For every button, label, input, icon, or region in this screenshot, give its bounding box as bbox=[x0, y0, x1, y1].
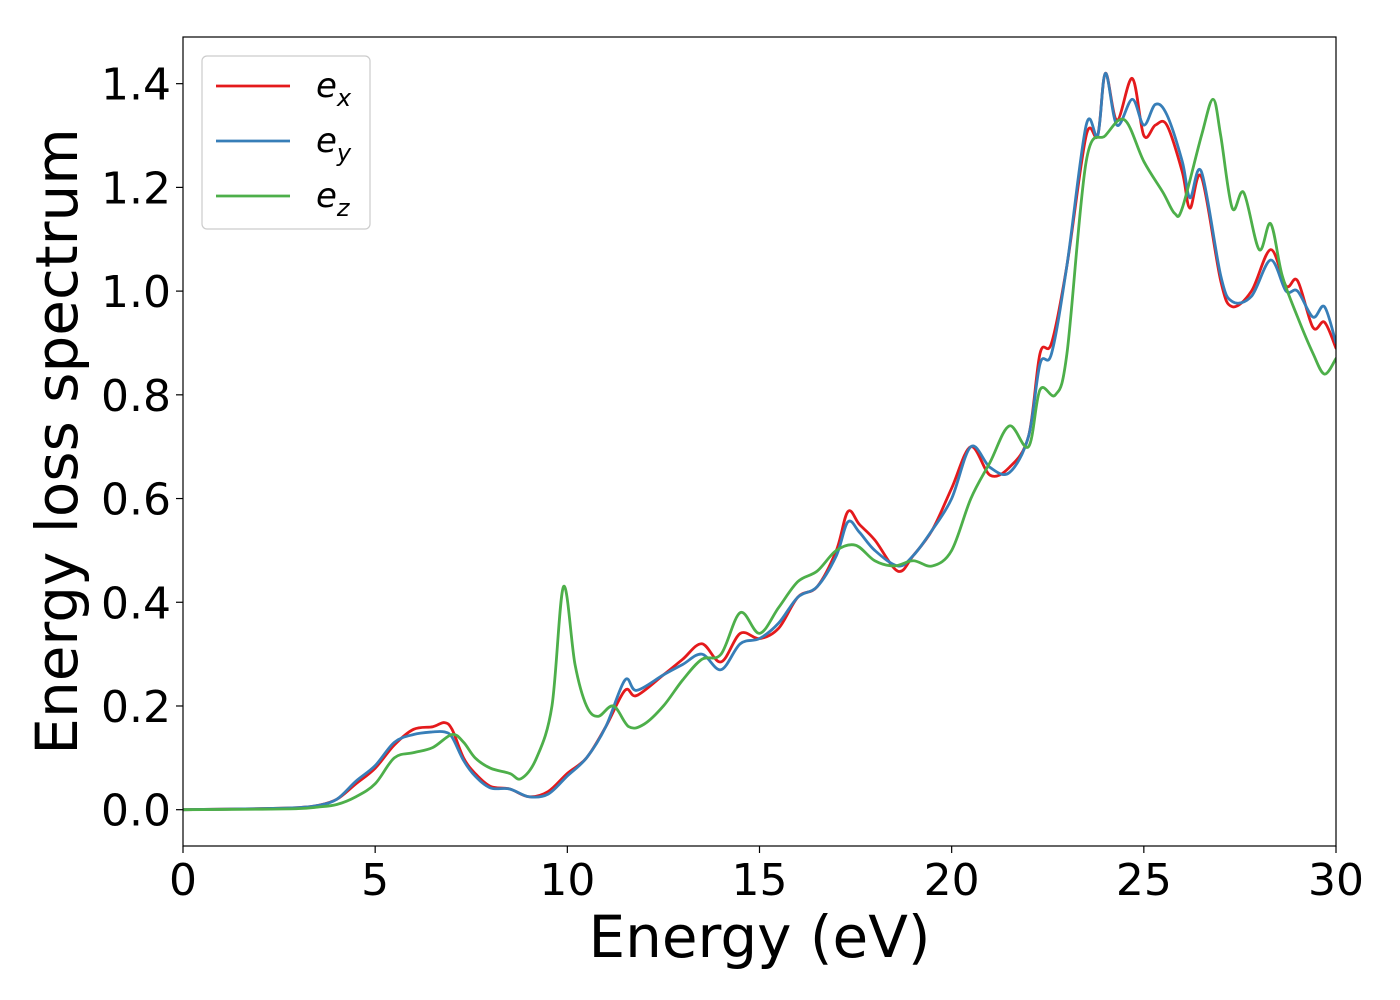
series-layer bbox=[183, 71, 1336, 812]
series-line-x bbox=[183, 71, 1336, 812]
y-tick-label: 0.6 bbox=[101, 475, 171, 526]
y-tick-label: 0.0 bbox=[101, 786, 171, 837]
x-tick-label: 15 bbox=[732, 855, 788, 906]
y-axis-title: Energy loss spectrum bbox=[23, 128, 91, 754]
y-tick-label: 0.8 bbox=[101, 371, 171, 422]
x-tick-label: 5 bbox=[361, 855, 389, 906]
y-axis: 0.0 0.2 0.4 0.6 0.8 1.0 1.2 1.4 bbox=[101, 60, 183, 837]
legend: ex ey ez bbox=[201, 55, 371, 230]
x-tick-label: 25 bbox=[1116, 855, 1172, 906]
y-tick-label: 0.2 bbox=[101, 682, 171, 733]
x-tick-label: 10 bbox=[539, 855, 595, 906]
legend-label: ex bbox=[316, 66, 352, 112]
x-axis-title: Energy (eV) bbox=[588, 903, 930, 971]
x-tick-label: 30 bbox=[1308, 855, 1364, 906]
series-line-y bbox=[183, 71, 1336, 812]
legend-label: ez bbox=[316, 176, 351, 222]
legend-box bbox=[201, 55, 371, 230]
series-line-z bbox=[183, 97, 1336, 812]
y-tick-label: 1.2 bbox=[101, 163, 171, 214]
x-tick-label: 0 bbox=[169, 855, 197, 906]
y-tick-label: 0.4 bbox=[101, 578, 171, 629]
legend-item-y: ey bbox=[216, 121, 352, 167]
y-tick-label: 1.0 bbox=[101, 267, 171, 318]
x-axis: 0 5 10 15 20 25 30 bbox=[169, 846, 1364, 906]
legend-item-z: ez bbox=[216, 176, 351, 222]
legend-item-x: ex bbox=[216, 66, 352, 112]
legend-label: ey bbox=[316, 121, 352, 167]
x-tick-label: 20 bbox=[924, 855, 980, 906]
y-tick-label: 1.4 bbox=[101, 60, 171, 111]
